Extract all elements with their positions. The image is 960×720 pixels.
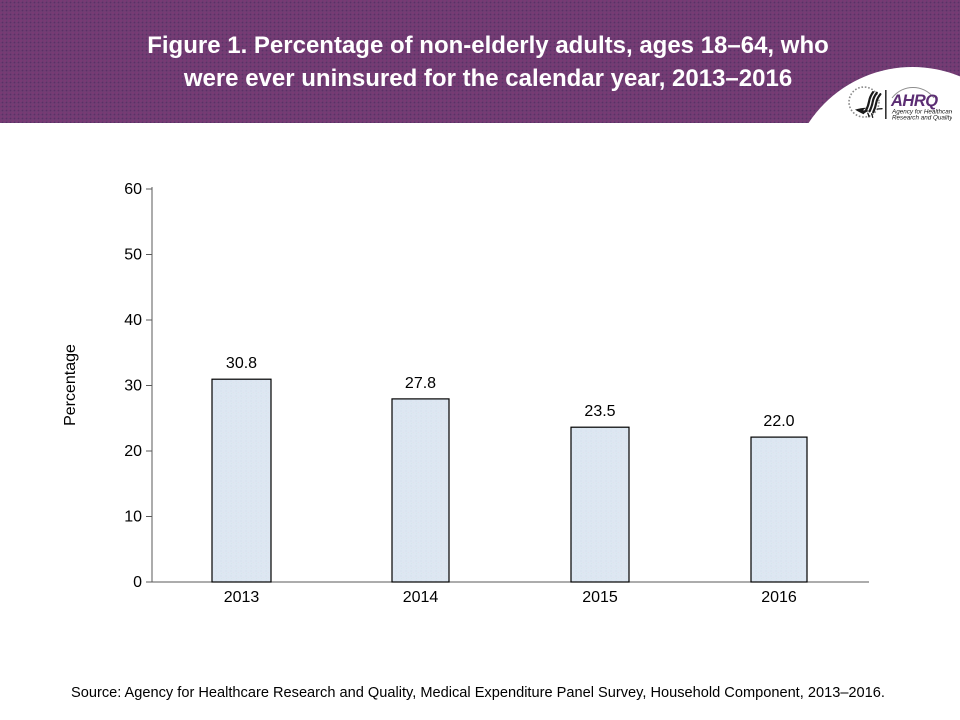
svg-text:60: 60 (124, 181, 142, 198)
svg-text:2016: 2016 (761, 589, 797, 606)
svg-text:30: 30 (124, 378, 142, 395)
svg-text:0: 0 (133, 574, 142, 591)
svg-text:2013: 2013 (224, 589, 260, 606)
svg-text:AHRQ: AHRQ (890, 92, 938, 110)
svg-text:27.8: 27.8 (405, 375, 436, 392)
svg-text:50: 50 (124, 247, 142, 264)
svg-text:Percentage: Percentage (62, 344, 79, 426)
svg-text:30.8: 30.8 (226, 355, 257, 372)
svg-text:23.5: 23.5 (584, 403, 615, 420)
svg-text:20: 20 (124, 443, 142, 460)
svg-text:10: 10 (124, 509, 142, 526)
svg-text:40: 40 (124, 312, 142, 329)
svg-text:22.0: 22.0 (763, 413, 794, 430)
svg-text:2015: 2015 (582, 589, 618, 606)
svg-text:2014: 2014 (403, 589, 439, 606)
svg-text:Research and Quality: Research and Quality (892, 115, 952, 122)
